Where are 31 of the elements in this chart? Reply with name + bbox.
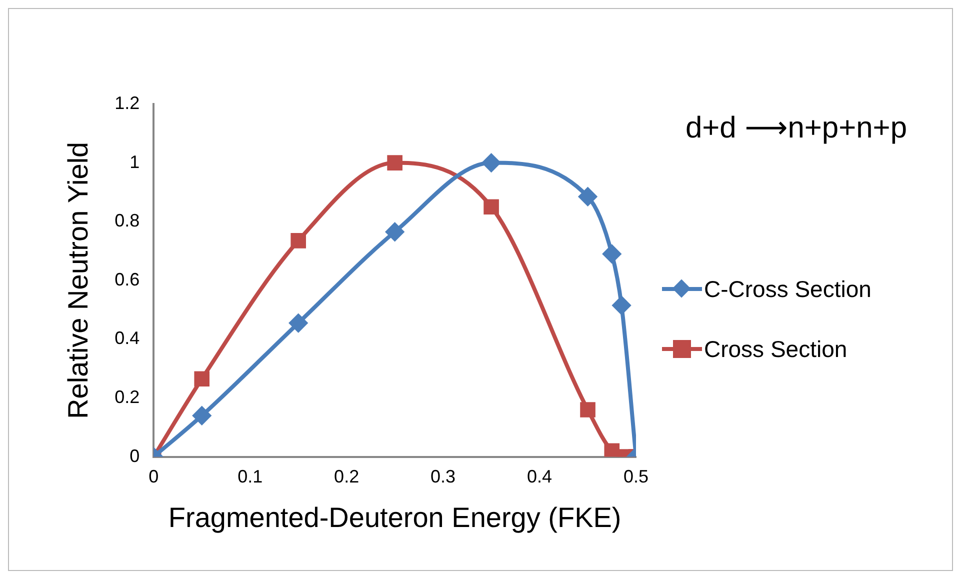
y-tick-label: 0.4: [114, 328, 140, 348]
y-tick-label: 0: [130, 446, 140, 466]
text: d+d ⟶n+p+n+p: [685, 111, 907, 144]
point: [612, 296, 631, 314]
point: [289, 314, 308, 332]
x-tick-label: 0.3: [430, 466, 456, 487]
point: [604, 443, 620, 457]
y-tick-label: 0.8: [114, 210, 140, 231]
y-tick-label: 1: [130, 152, 140, 172]
point: [602, 244, 621, 263]
point: [387, 155, 402, 170]
point: [386, 222, 404, 241]
point: [578, 188, 597, 206]
y-tick-label: 0.2: [114, 386, 140, 407]
x-tick-label: 0.2: [334, 466, 360, 487]
x-axis-title: Fragmented-Deuteron Energy (FKE): [168, 502, 622, 533]
point: [194, 371, 210, 387]
x-tick-label: 0.4: [527, 466, 552, 487]
y-tick-label: 0.6: [114, 269, 140, 290]
point: [290, 233, 306, 248]
point: [484, 199, 499, 215]
legend-label: Cross Section: [704, 336, 848, 362]
point: [192, 406, 211, 425]
x-tick-label: 0.5: [623, 466, 649, 487]
legend-label: C-Cross Section: [704, 276, 872, 302]
point: [580, 402, 596, 418]
x-tick-label: 0: [148, 466, 159, 487]
y-axis-title: Relative Neutron Yield: [62, 142, 94, 419]
point: [482, 154, 500, 172]
y-tick-label: 1.2: [114, 92, 140, 113]
x-tick-label: 0.1: [238, 466, 263, 487]
